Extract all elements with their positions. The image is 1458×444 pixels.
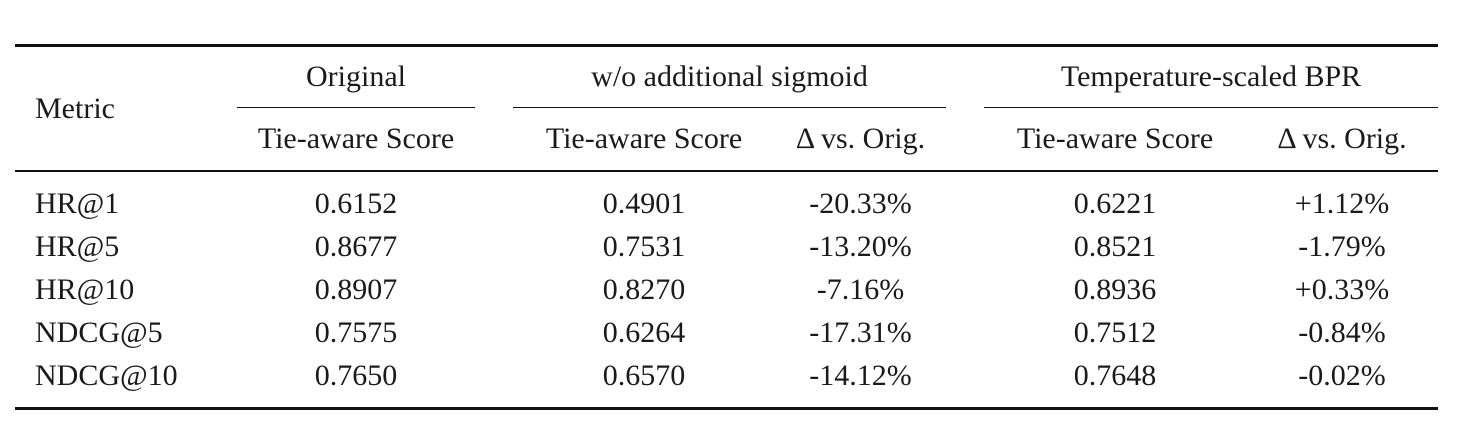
nosig-delta-cell: -7.16% — [816, 272, 905, 306]
group-gap — [475, 46, 513, 108]
table-body: HR@1 0.6152 0.4901 -20.33% 0.6221 +1.12% HR@5 0… — [15, 171, 1438, 407]
subheader-row: Tie-aware Score Tie-aware Score Δ vs. Or… — [15, 108, 1439, 172]
metric-cell: HR@10 — [35, 272, 135, 306]
nosig-delta-cell: -20.33% — [809, 186, 912, 220]
nosig-score-cell: 0.7531 — [602, 229, 686, 263]
group-temp-bpr-label: Temperature-scaled BPR — [1060, 60, 1362, 93]
gap-cell — [946, 268, 984, 311]
metric-cell: HR@1 — [35, 186, 120, 220]
subheader-nosig-score: Tie-aware Score — [545, 122, 743, 155]
subheader-orig-score: Tie-aware Score — [257, 122, 455, 155]
metric-cell: HR@5 — [35, 229, 120, 263]
nosig-delta-cell: -17.31% — [809, 315, 912, 349]
metric-header: Metric — [15, 45, 237, 172]
subheader-gap — [475, 108, 513, 172]
gap-cell — [475, 354, 513, 407]
group-no-sigmoid-label: w/o additional sigmoid — [591, 60, 868, 93]
nosig-score-cell: 0.4901 — [602, 186, 686, 220]
temp-delta-cell: +0.33% — [1294, 272, 1390, 306]
temp-score-cell: 0.8936 — [1073, 272, 1157, 306]
gap-cell — [475, 268, 513, 311]
nosig-score-cell: 0.8270 — [602, 272, 686, 306]
nosig-delta-cell: -14.12% — [809, 358, 912, 392]
temp-score-cell: 0.7648 — [1073, 358, 1157, 392]
subheader-temp-score: Tie-aware Score — [1016, 122, 1214, 155]
table-row: NDCG@10 0.7650 0.6570 -14.12% 0.7648 -0.02% — [15, 354, 1438, 407]
subheader-temp-delta: Δ vs. Orig. — [1277, 122, 1407, 155]
results-table-container: Metric Original w/o additional sigmoid T… — [15, 44, 1439, 410]
bottom-rule-cell — [15, 407, 1438, 409]
orig-score-cell: 0.8677 — [314, 229, 398, 263]
subheader-gap — [946, 108, 984, 172]
gap-cell — [946, 311, 984, 354]
orig-score-cell: 0.7575 — [314, 315, 398, 349]
table-row: NDCG@5 0.7575 0.6264 -17.31% 0.7512 -0.84% — [15, 311, 1438, 354]
nosig-delta-cell: -13.20% — [809, 229, 912, 263]
group-original: Original — [237, 45, 475, 108]
temp-delta-cell: -1.79% — [1298, 229, 1386, 263]
nosig-score-cell: 0.6570 — [602, 358, 686, 392]
table-row: HR@1 0.6152 0.4901 -20.33% 0.6221 +1.12% — [15, 171, 1438, 225]
group-header-row: Metric Original w/o additional sigmoid T… — [15, 45, 1439, 172]
orig-score-cell: 0.7650 — [314, 358, 398, 392]
bottom-rule — [15, 406, 1439, 409]
temp-score-cell: 0.8521 — [1073, 229, 1157, 263]
temp-delta-cell: +1.12% — [1294, 186, 1390, 220]
nosig-score-cell: 0.6264 — [602, 315, 686, 349]
temp-delta-cell: -0.84% — [1298, 315, 1386, 349]
gap-cell — [946, 354, 984, 407]
table-row: HR@10 0.8907 0.8270 -7.16% 0.8936 +0.33% — [15, 268, 1438, 311]
results-table: Metric Original w/o additional sigmoid T… — [15, 44, 1439, 410]
gap-cell — [475, 171, 513, 225]
group-original-label: Original — [306, 60, 406, 93]
gap-cell — [946, 225, 984, 268]
group-temp-bpr: Temperature-scaled BPR — [984, 45, 1439, 108]
temp-score-cell: 0.7512 — [1073, 315, 1157, 349]
orig-score-cell: 0.6152 — [314, 186, 398, 220]
gap-cell — [475, 225, 513, 268]
group-no-sigmoid: w/o additional sigmoid — [513, 45, 946, 108]
group-gap — [946, 46, 984, 108]
gap-cell — [475, 311, 513, 354]
metric-cell: NDCG@10 — [35, 358, 178, 392]
temp-delta-cell: -0.02% — [1298, 358, 1386, 392]
table-row: HR@5 0.8677 0.7531 -13.20% 0.8521 -1.79% — [15, 225, 1438, 268]
gap-cell — [946, 171, 984, 225]
temp-score-cell: 0.6221 — [1073, 186, 1157, 220]
subheader-nosig-delta: Δ vs. Orig. — [795, 122, 926, 155]
metric-cell: NDCG@5 — [35, 315, 163, 349]
orig-score-cell: 0.8907 — [314, 272, 398, 306]
